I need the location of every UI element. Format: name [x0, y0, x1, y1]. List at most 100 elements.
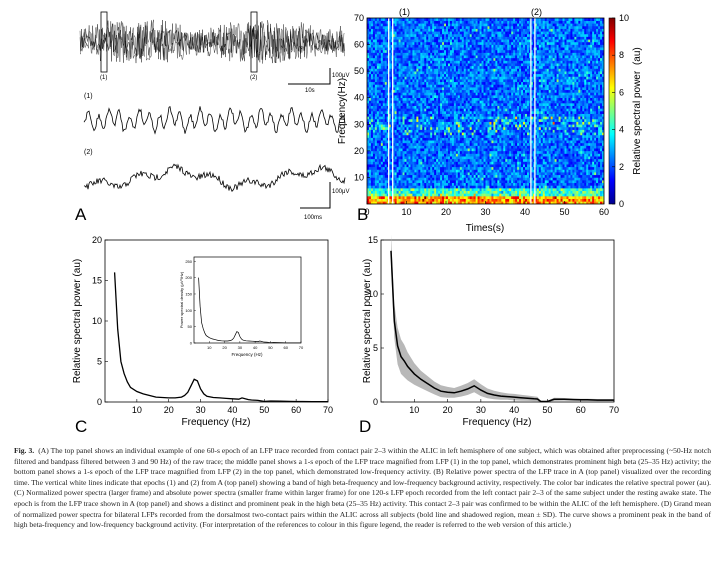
- spectrogram-cell: [376, 39, 380, 43]
- spectrogram-cell: [408, 190, 411, 194]
- spectrogram-cell: [499, 76, 502, 80]
- spectrogram-cell: [396, 116, 399, 120]
- spectrogram-cell: [449, 28, 453, 32]
- spectrogram-cell: [430, 148, 433, 152]
- spectrogram-cell: [485, 145, 488, 149]
- spectrogram-cell: [374, 95, 378, 99]
- spectrogram-cell: [463, 116, 467, 120]
- spectrogram-cell: [471, 196, 474, 199]
- spectrogram-cell: [416, 161, 419, 165]
- spectrogram-cell: [416, 118, 419, 122]
- spectrogram-cell: [416, 76, 419, 80]
- spectrogram-cell: [378, 97, 382, 101]
- spectrogram-cell: [442, 150, 445, 154]
- spectrogram-cell: [503, 92, 506, 96]
- spectrogram-cell: [463, 36, 467, 40]
- spectrogram-cell: [394, 87, 397, 91]
- spectrogram-cell: [503, 137, 506, 141]
- spectrogram-cell: [420, 79, 423, 83]
- spectrogram-cell: [505, 111, 508, 114]
- spectrogram-cell: [461, 196, 465, 199]
- spectrogram-cell: [386, 118, 390, 122]
- spectrogram-cell: [408, 95, 411, 99]
- spectrogram-cell: [402, 105, 405, 109]
- spectrogram-cell: [457, 166, 461, 170]
- spectrogram-cell: [469, 71, 472, 75]
- spectrogram-cell: [390, 169, 393, 173]
- spectrogram-cell: [489, 177, 492, 181]
- spectrogram-cell: [499, 196, 502, 199]
- spectrogram-cell: [447, 188, 451, 192]
- spectrogram-cell: [475, 89, 478, 93]
- spectrogram-cell: [487, 97, 490, 101]
- spectrogram-cell: [473, 196, 476, 199]
- spectrogram-cell: [505, 137, 508, 141]
- spectrogram-cell: [497, 103, 500, 106]
- spectrogram-cell: [374, 126, 378, 130]
- spectrogram-cell: [481, 103, 484, 106]
- spectrogram-cell: [465, 150, 469, 154]
- spectrogram-cell: [473, 33, 476, 37]
- spectrogram-cell: [388, 31, 391, 35]
- spectrogram-cell: [370, 134, 374, 138]
- spectrogram-cell: [368, 201, 372, 204]
- spectrogram-cell: [481, 158, 484, 162]
- spectrogram-cell: [438, 124, 441, 128]
- spectrogram-cell: [398, 71, 401, 75]
- spectrogram-cell: [473, 201, 476, 204]
- spectrogram-cell: [475, 198, 478, 202]
- spectrogram-cell: [457, 36, 461, 40]
- spectrogram-cell: [505, 169, 508, 173]
- spectrogram-cell: [424, 36, 427, 40]
- spectrogram-cell: [438, 73, 441, 77]
- spectrogram-cell: [390, 156, 393, 160]
- spectrogram-cell: [446, 185, 449, 189]
- spectrogram-cell: [410, 145, 413, 149]
- spectrogram-cell: [374, 36, 378, 40]
- spectrogram-cell: [420, 103, 423, 106]
- spectrogram-cell: [434, 25, 437, 29]
- spectrogram-cell: [380, 140, 384, 144]
- spectrogram-cell: [442, 71, 445, 75]
- spectrogram-cell: [390, 150, 393, 154]
- spectrogram-cell: [471, 41, 474, 45]
- spectrogram-cell: [453, 18, 457, 21]
- spectrogram-cell: [428, 97, 431, 101]
- spectrogram-cell: [406, 65, 409, 69]
- spectrogram-cell: [473, 20, 476, 24]
- spectrogram-cell: [473, 28, 476, 32]
- spectrogram-cell: [505, 121, 508, 125]
- spectrogram-cell: [396, 55, 399, 59]
- spectrogram-cell: [507, 196, 510, 199]
- spectrogram-cell: [436, 39, 439, 43]
- spectrogram-cell: [408, 36, 411, 40]
- spectrogram-cell: [374, 164, 378, 168]
- spectrogram-cell: [372, 81, 376, 85]
- spectrogram-cell: [398, 156, 401, 160]
- spectrogram-cell: [430, 103, 433, 106]
- spectrogram-cell: [436, 108, 439, 112]
- spectrogram-cell: [473, 198, 476, 202]
- spectrogram-cell: [432, 63, 435, 67]
- spectrogram-cell: [483, 44, 486, 48]
- spectrogram-cell: [436, 55, 439, 59]
- spectrogram-cell: [414, 193, 417, 197]
- spectrogram-cell: [428, 161, 431, 165]
- spectrogram-cell: [388, 174, 391, 178]
- spectrogram-cell: [384, 174, 388, 178]
- spectrogram-cell: [455, 71, 459, 75]
- spectrogram-cell: [455, 111, 459, 114]
- spectrogram-cell: [451, 129, 455, 133]
- spectrogram-cell: [483, 57, 486, 61]
- spectrogram-cell: [469, 180, 472, 184]
- spectrogram-cell: [501, 201, 504, 204]
- spectrogram-cell: [440, 103, 443, 106]
- spectrogram-cell: [465, 113, 469, 117]
- spectrogram-cell: [459, 55, 463, 59]
- spectrogram-cell: [440, 166, 443, 170]
- spectrogram-cell: [402, 71, 405, 75]
- spectrogram-cell: [481, 73, 484, 77]
- spectrogram-cell: [499, 177, 502, 181]
- spectrogram-cell: [426, 41, 429, 45]
- spectrogram-cell: [372, 89, 376, 93]
